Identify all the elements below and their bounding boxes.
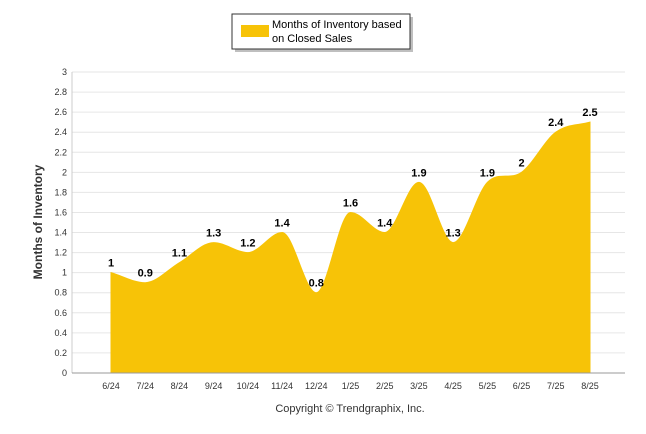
data-label: 1.2: [240, 238, 255, 250]
x-tick-label: 8/24: [171, 381, 189, 391]
y-tick-label: 1.6: [54, 207, 67, 217]
y-tick-label: 1: [62, 268, 67, 278]
series-area: [110, 121, 591, 374]
data-label: 0.9: [138, 268, 153, 280]
y-tick-label: 1.8: [54, 187, 67, 197]
x-tick-label: 10/24: [237, 381, 260, 391]
x-tick-label: 11/24: [271, 381, 293, 391]
legend-label-line-2: on Closed Sales: [272, 33, 353, 45]
x-tick-label: 8/25: [581, 381, 599, 391]
copyright-text: Copyright © Trendgraphix, Inc.: [275, 403, 424, 415]
data-labels: 1 0.9 1.1 1.3 1.2 1.4 0.8 1.6 1.4 1.9 1.3 1.9 2 2.4 2.…: [108, 107, 598, 290]
y-tick-label: 2.4: [54, 127, 67, 137]
x-tick-label: 7/25: [547, 381, 565, 391]
legend: Months of Inventory based on Closed Sale…: [231, 13, 413, 52]
y-tick-label: 2.8: [54, 87, 67, 97]
y-tick-label: 1.2: [54, 248, 67, 258]
x-tick-label: 3/25: [410, 381, 428, 391]
data-label: 1.4: [377, 218, 393, 230]
legend-swatch: [241, 25, 269, 37]
data-label: 1.4: [274, 218, 290, 230]
x-tick-label: 1/25: [342, 381, 360, 391]
x-tick-label: 7/24: [136, 381, 154, 391]
data-label: 2.5: [582, 107, 597, 119]
x-tick-label: 5/25: [479, 381, 497, 391]
x-axis-ticks: 6/24 7/24 8/24 9/24 10/24 11/24 12/24 1/25 2/25 3…: [102, 381, 599, 391]
data-label: 1.9: [411, 167, 426, 179]
x-tick-label: 4/25: [444, 381, 462, 391]
y-tick-label: 0.6: [54, 308, 67, 318]
y-tick-label: 1.4: [54, 228, 67, 238]
x-tick-label: 9/24: [205, 381, 223, 391]
data-label: 1: [108, 258, 114, 270]
data-label: 1.1: [172, 248, 187, 260]
y-tick-label: 0.2: [54, 348, 67, 358]
data-label: 1.6: [343, 197, 358, 209]
data-label: 0.8: [309, 278, 324, 290]
y-tick-label: 2.6: [54, 107, 67, 117]
x-tick-label: 6/24: [102, 381, 120, 391]
y-tick-label: 2.2: [54, 147, 67, 157]
legend-label-line-1: Months of Inventory based: [272, 19, 402, 31]
x-tick-label: 12/24: [305, 381, 328, 391]
data-label: 2.4: [548, 117, 564, 129]
y-axis-title: Months of Inventory: [31, 164, 45, 279]
data-label: 1.3: [206, 228, 221, 240]
y-tick-label: 0: [62, 368, 67, 378]
y-tick-label: 0.4: [54, 328, 67, 338]
data-label: 2: [519, 157, 525, 169]
y-axis-ticks: 0 0.2 0.4 0.6 0.8 1 1.2 1.4 1.6 1.8 2 2.2 2.4 2.6 2.8 3: [54, 67, 67, 378]
y-tick-label: 2: [62, 167, 67, 177]
x-tick-label: 6/25: [513, 381, 531, 391]
data-label: 1.9: [480, 167, 495, 179]
y-tick-label: 3: [62, 67, 67, 77]
y-tick-label: 0.8: [54, 288, 67, 298]
x-tick-label: 2/25: [376, 381, 394, 391]
data-label: 1.3: [445, 228, 460, 240]
